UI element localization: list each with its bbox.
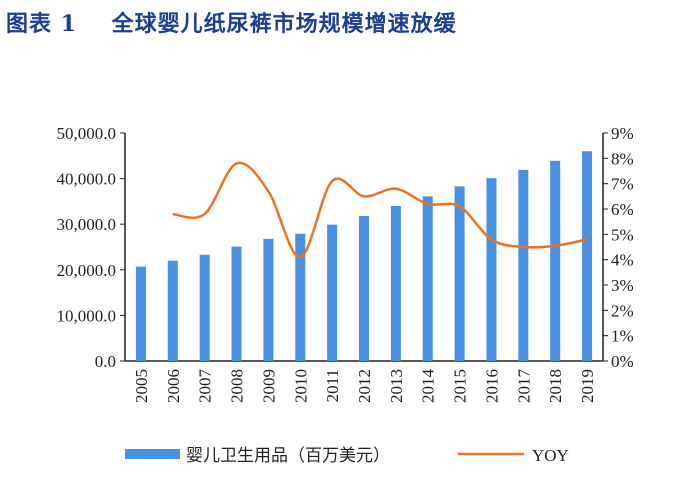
legend-line-label: YOY	[532, 446, 569, 465]
left-tick-label: 50,000.0	[57, 124, 117, 143]
bar-2007	[199, 254, 210, 361]
left-tick-label: 10,000.0	[57, 306, 117, 325]
yoy-line	[172, 161, 588, 259]
right-tick-label: 8%	[611, 149, 634, 168]
bar-2015	[454, 186, 465, 361]
x-tick-label: 2012	[355, 369, 374, 403]
x-tick-label: 2019	[578, 369, 597, 403]
bar-2008	[231, 246, 242, 361]
x-tick-label: 2006	[164, 369, 183, 403]
right-tick-label: 7%	[611, 175, 634, 194]
x-tick-label: 2005	[132, 369, 151, 403]
right-tick-label: 5%	[611, 225, 634, 244]
bar-2010	[295, 233, 306, 361]
x-tick-label: 2018	[546, 369, 565, 403]
bar-2013	[390, 205, 401, 361]
bar-2012	[359, 215, 369, 361]
right-tick-label: 3%	[611, 276, 634, 295]
bar-2018	[550, 160, 561, 361]
bar-2006	[167, 260, 178, 361]
x-tick-label: 2013	[387, 369, 406, 403]
bar-2017	[518, 169, 529, 361]
legend-bar-label: 婴儿卫生用品（百万美元）	[186, 446, 390, 465]
x-tick-label: 2017	[514, 369, 533, 404]
chart-title: 图表 1 全球婴儿纸尿裤市场规模增速放缓	[6, 11, 457, 37]
x-tick-label: 2016	[482, 369, 501, 403]
bar-2009	[263, 238, 274, 361]
right-tick-label: 2%	[611, 301, 634, 320]
right-tick-label: 9%	[611, 124, 634, 143]
right-tick-label: 1%	[611, 327, 634, 346]
legend-bar-swatch	[125, 449, 180, 459]
x-tick-label: 2008	[228, 369, 247, 403]
bar-2014	[422, 196, 433, 361]
left-tick-label: 0.0	[95, 352, 116, 371]
x-tick-label: 2009	[259, 369, 278, 403]
bar-2016	[486, 178, 497, 361]
bar-2011	[327, 224, 338, 361]
x-tick-label: 2007	[196, 369, 215, 404]
right-tick-label: 6%	[611, 200, 634, 219]
x-tick-label: 2011	[323, 369, 342, 402]
x-tick-label: 2015	[451, 369, 470, 403]
bar-2019	[582, 151, 593, 361]
right-tick-label: 4%	[611, 251, 634, 270]
left-tick-label: 20,000.0	[57, 261, 117, 280]
x-tick-label: 2014	[419, 369, 438, 404]
left-tick-label: 40,000.0	[57, 170, 117, 189]
left-tick-label: 30,000.0	[57, 215, 117, 234]
bar-2005	[135, 266, 146, 361]
x-tick-label: 2010	[291, 369, 310, 403]
right-tick-label: 0%	[611, 352, 634, 371]
